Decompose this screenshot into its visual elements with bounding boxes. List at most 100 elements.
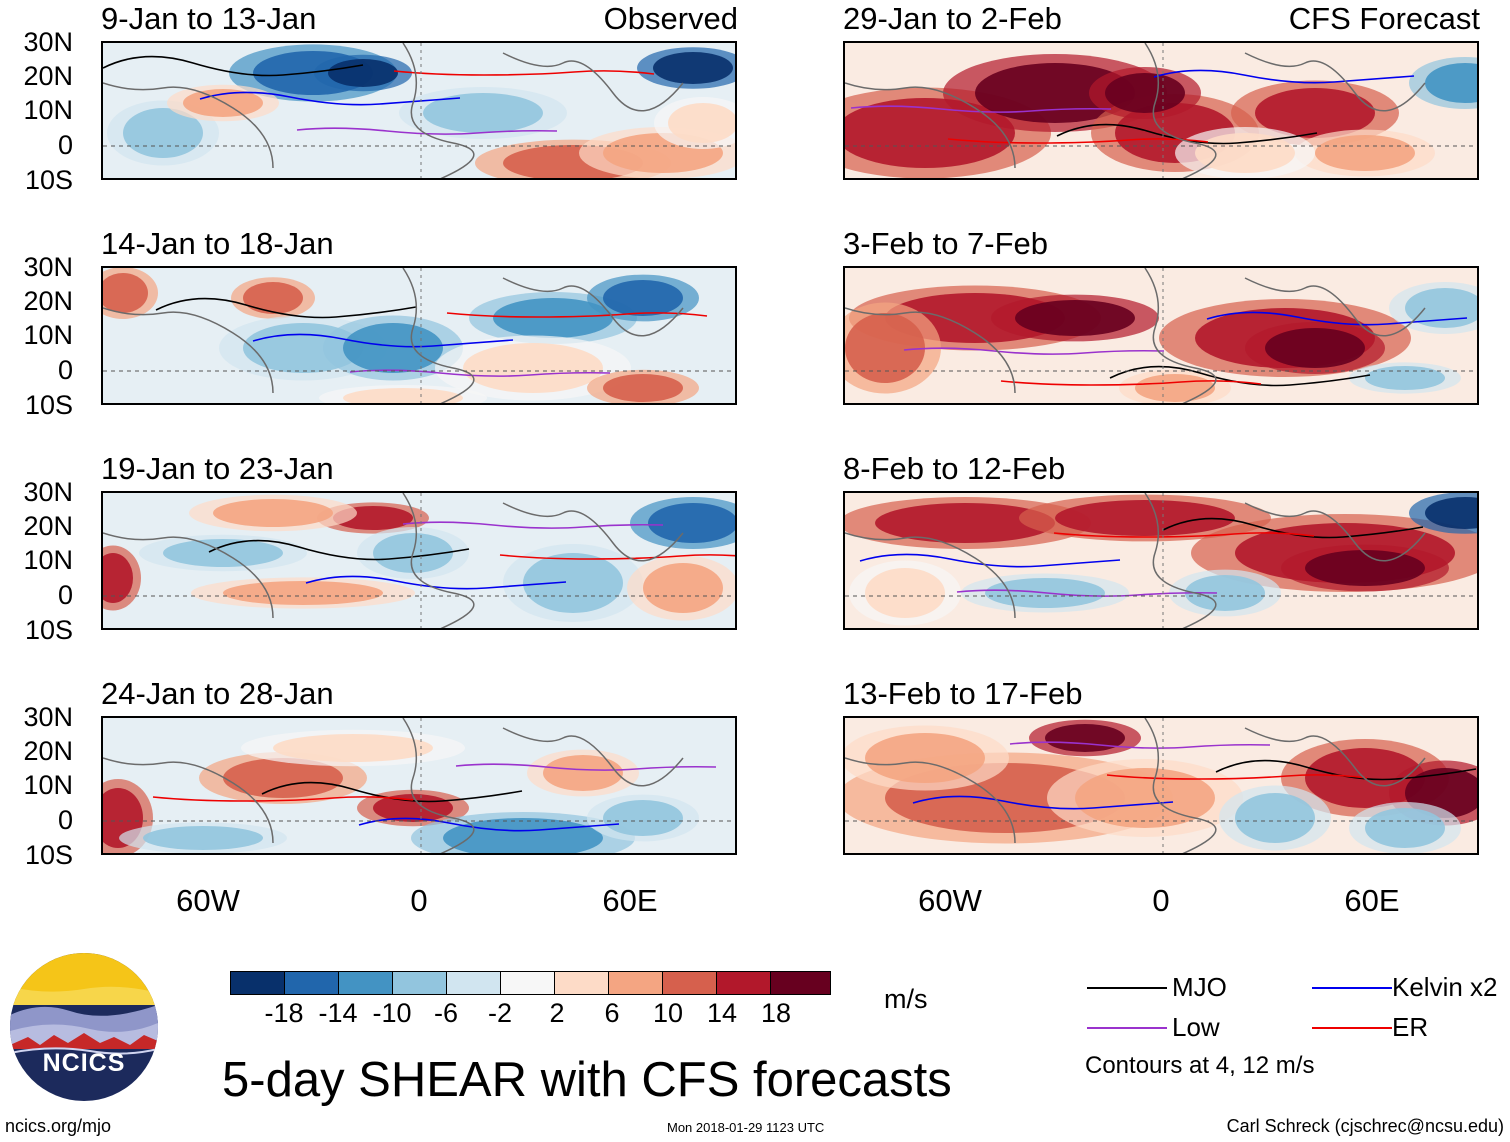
shear-field-core [845,313,925,383]
lon-label: 60E [602,883,658,918]
coastline-asia [1244,502,1426,562]
shear-field-core [643,563,723,613]
coastline-asia [502,52,684,112]
lat-label: 10N [23,320,73,350]
colorbar-swatch [338,971,393,995]
shear-field-core [1425,63,1477,103]
coastline-asia [502,502,684,562]
colorbar-swatch [608,971,663,995]
panel-title-fcst-3: 8-Feb to 12-Feb [843,451,1066,486]
shear-map-obs-4 [101,716,737,855]
wave-contour [947,138,1209,144]
coastline-americas [103,757,274,844]
coastline-africa [1144,718,1217,853]
colorbar-swatch [554,971,609,995]
shear-field-core [183,89,263,117]
logo-text: NCICS [42,1049,126,1077]
colorbar-swatch [446,971,501,995]
wave-contour [956,589,1218,597]
shear-field-core [163,539,283,567]
shear-field-core [1265,328,1365,368]
shear-field-core [1425,497,1477,529]
shear-map-fcst-1 [843,41,1479,180]
coastline-africa [1144,268,1217,403]
shear-field-core [1365,808,1445,848]
footer-timestamp: Mon 2018-01-29 1123 UTC [667,1120,825,1135]
coastline-americas [845,757,1016,844]
wave-contour [199,91,461,106]
shear-field-core [463,343,603,393]
wave-contour [152,796,414,802]
lon-label: 0 [1152,883,1170,918]
lat-label: 0 [57,580,73,610]
panel-title-fcst-2: 3-Feb to 7-Feb [843,226,1049,261]
wave-contour [850,105,1112,113]
coastline-asia [502,727,684,787]
lat-label: 30N [23,252,73,282]
colorbar-swatch [716,971,771,995]
coastline-americas [845,307,1016,394]
colorbar-tick: -14 [318,998,358,1028]
coastline-asia [1244,52,1426,112]
panel-title-obs-3: 19-Jan to 23-Jan [101,451,334,486]
shear-field-core [543,755,623,791]
wave-contour [393,70,655,76]
shear-field-core [603,280,683,316]
shear-field-core [1185,575,1265,611]
shear-field-core [865,733,985,783]
shear-field-core [1255,88,1375,138]
wave-contour [305,575,567,590]
panel-title-fcst-4: 13-Feb to 17-Feb [843,676,1083,711]
wave-contour [402,521,664,529]
shear-map-fcst-3 [843,491,1479,630]
lat-label: 20N [23,736,73,766]
colorbar-tick: 2 [549,998,565,1028]
wave-contour [446,312,708,318]
panel-tag-observed: Observed [603,1,738,36]
shear-field-core [343,323,443,373]
coastline-africa [402,718,475,853]
lat-label: 10S [24,165,73,195]
lat-label: 10N [23,95,73,125]
shear-field-core [648,503,735,543]
shear-field-core [493,298,613,338]
lon-label: 60W [176,883,240,918]
shear-field-core [1365,366,1445,390]
shear-field-core [865,568,945,618]
figure-title: 5-day SHEAR with CFS forecasts [222,1053,952,1107]
legend-label-low: Low [1172,1012,1220,1042]
coastline-americas [845,532,1016,619]
wave-contour [499,554,735,560]
colorbar-tick: 18 [760,998,792,1028]
shear-field-core [243,282,303,314]
wave-contour [1106,774,1368,780]
colorbar-swatch [770,971,831,995]
shear-map-obs-2 [101,266,737,405]
shear-field-core [1235,793,1315,843]
shear-field-core [1305,550,1425,586]
shear-map-fcst-4 [843,716,1479,855]
panel-tag-cfs-forecast: CFS Forecast [1288,1,1480,36]
wave-contour [349,369,611,377]
shear-field-core [1055,500,1235,536]
shear-field-core [423,93,543,133]
shear-field-core [603,374,683,402]
legend-label-er: ER [1392,1012,1429,1042]
panel-title-obs-2: 14-Jan to 18-Jan [101,226,334,261]
shear-field-core [1075,768,1215,828]
panel-title-obs-1: 9-Jan to 13-Jan [101,1,317,36]
wave-contour [1000,380,1262,386]
lat-label: 20N [23,511,73,541]
colorbar-units: m/s [884,984,928,1014]
colorbar-swatch [392,971,447,995]
legend-line-er [1312,1027,1392,1029]
coastline-africa [1144,43,1217,178]
colorbar-swatch [662,971,717,995]
lat-label: 10S [24,840,73,870]
lat-label: 0 [57,355,73,385]
shear-field-core [143,826,263,850]
shear-field-core [103,553,133,603]
coastline-americas [103,82,274,169]
colorbar-swatch [500,971,555,995]
coastline-americas [103,532,274,619]
